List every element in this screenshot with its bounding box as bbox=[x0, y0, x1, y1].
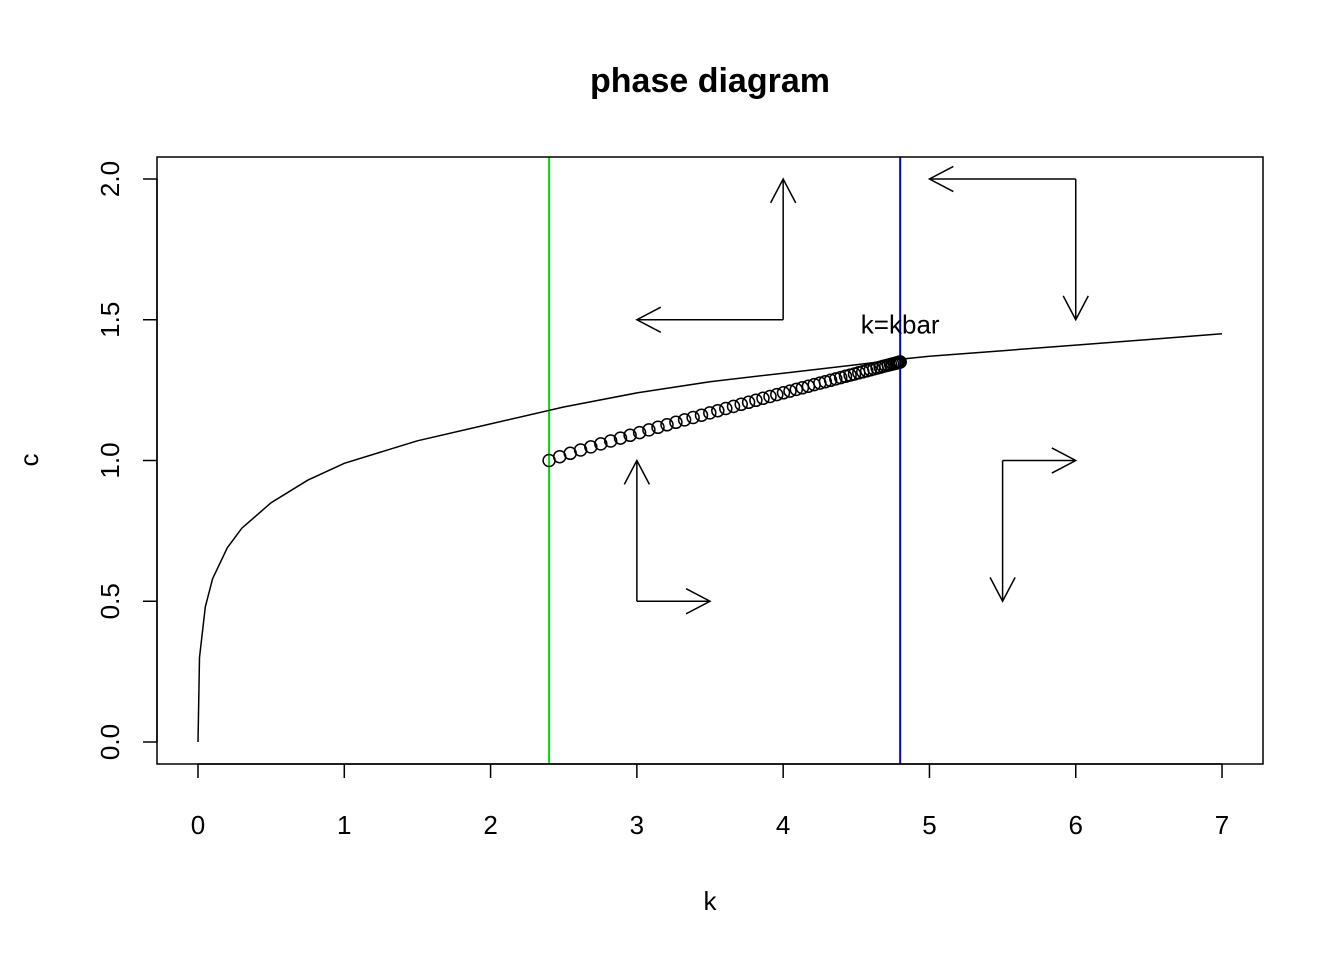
path-point bbox=[749, 393, 763, 408]
path-point bbox=[770, 387, 784, 402]
path-point bbox=[584, 440, 598, 454]
path-point bbox=[669, 415, 683, 430]
path-point bbox=[711, 403, 725, 418]
path-point bbox=[893, 355, 907, 369]
path-point bbox=[783, 384, 797, 398]
path-point bbox=[623, 428, 637, 443]
direction-arrow bbox=[769, 177, 797, 320]
path-point bbox=[651, 420, 665, 435]
x-tick-label: 5 bbox=[922, 810, 936, 840]
path-point bbox=[594, 437, 608, 451]
path-point bbox=[789, 382, 804, 397]
y-tick-label: 1.5 bbox=[95, 302, 125, 338]
path-point bbox=[677, 413, 692, 427]
path-point bbox=[694, 408, 709, 422]
path-point bbox=[734, 397, 748, 412]
x-axis-label: k bbox=[704, 886, 718, 916]
direction-arrow bbox=[1002, 447, 1078, 474]
plot-frame bbox=[156, 156, 1264, 765]
path-point bbox=[726, 399, 741, 414]
direction-arrow bbox=[989, 460, 1016, 603]
chart-title: phase diagram bbox=[590, 62, 830, 100]
path-point bbox=[573, 443, 588, 457]
direction-arrow bbox=[927, 165, 1076, 193]
y-tick-label: 0.0 bbox=[95, 724, 125, 760]
path-point bbox=[703, 406, 717, 420]
path-point bbox=[632, 425, 647, 440]
path-point bbox=[756, 391, 770, 406]
path-point bbox=[686, 410, 700, 425]
y-tick-label: 1.0 bbox=[95, 442, 125, 478]
y-tick-label: 2.0 bbox=[95, 161, 125, 197]
direction-arrow bbox=[635, 306, 784, 333]
y-axis-label: c bbox=[14, 454, 44, 467]
x-tick-label: 0 bbox=[191, 810, 205, 840]
direction-arrow bbox=[623, 458, 651, 602]
y-tick-label: 0.5 bbox=[95, 583, 125, 619]
path-point bbox=[613, 431, 628, 445]
path-point bbox=[741, 395, 756, 410]
x-tick-label: 6 bbox=[1069, 810, 1083, 840]
direction-arrow bbox=[636, 588, 712, 615]
path-point bbox=[603, 434, 618, 448]
kbar-annotation: k=kbar bbox=[861, 309, 940, 339]
y-axis: 0.0 0.5 1.0 1.5 2.0 bbox=[95, 161, 158, 760]
x-tick-label: 2 bbox=[483, 810, 497, 840]
x-tick-label: 4 bbox=[776, 810, 790, 840]
curve-line bbox=[197, 333, 1223, 743]
data-layer bbox=[197, 157, 1223, 764]
x-tick-label: 3 bbox=[630, 810, 644, 840]
path-point bbox=[642, 423, 656, 437]
path-point bbox=[719, 401, 733, 416]
path-point bbox=[763, 389, 777, 404]
path-point bbox=[829, 372, 843, 386]
path-point bbox=[660, 418, 674, 432]
direction-arrow bbox=[1062, 179, 1089, 322]
x-tick-label: 1 bbox=[337, 810, 351, 840]
x-axis: 0 1 2 3 4 5 6 7 bbox=[191, 763, 1229, 840]
x-tick-label: 7 bbox=[1215, 810, 1229, 840]
path-point bbox=[776, 386, 791, 400]
path-point bbox=[823, 373, 838, 388]
